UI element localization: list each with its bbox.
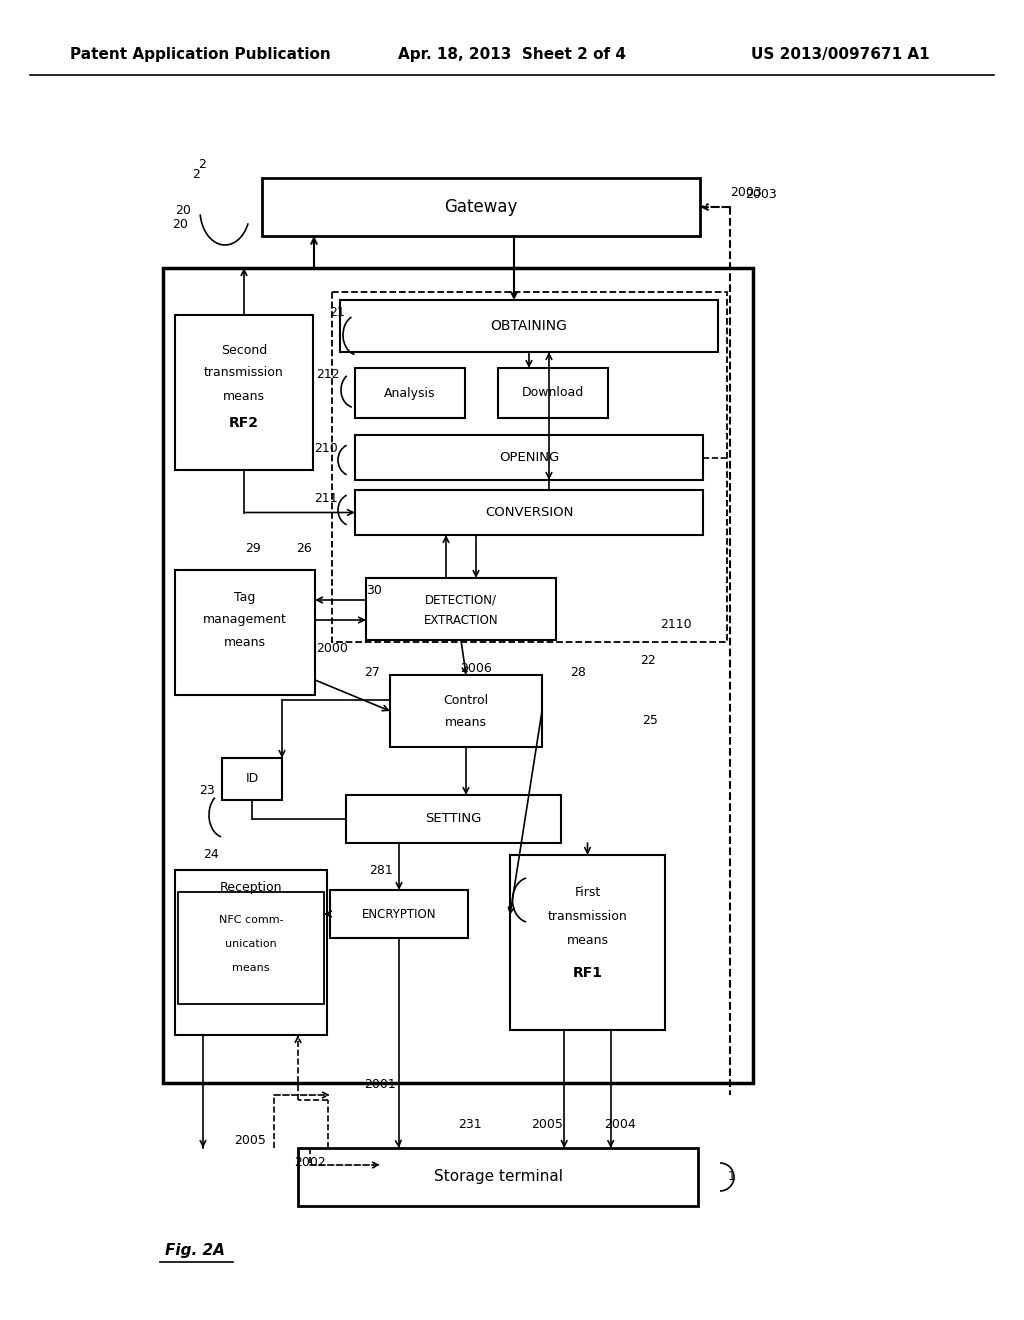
Text: 211: 211: [314, 491, 338, 504]
Text: Patent Application Publication: Patent Application Publication: [70, 48, 331, 62]
Text: 23: 23: [200, 784, 215, 796]
Bar: [163, 268, 753, 1082]
Text: 2: 2: [193, 169, 200, 181]
Bar: [366, 578, 556, 640]
Text: means: means: [232, 964, 269, 973]
Bar: [355, 368, 465, 418]
Text: 2003: 2003: [730, 186, 762, 198]
Text: 2000: 2000: [316, 642, 348, 655]
Text: 29: 29: [245, 541, 261, 554]
Text: Analysis: Analysis: [384, 387, 436, 400]
Text: management: management: [203, 614, 287, 627]
Bar: [175, 570, 315, 696]
Text: 21: 21: [330, 305, 345, 318]
Bar: [390, 675, 542, 747]
Text: 2005: 2005: [234, 1134, 266, 1147]
Text: RF1: RF1: [572, 966, 602, 979]
Text: DETECTION/: DETECTION/: [425, 594, 497, 606]
Text: 28: 28: [570, 665, 586, 678]
Text: Download: Download: [522, 387, 584, 400]
Bar: [355, 490, 703, 535]
Text: RF2: RF2: [229, 416, 259, 430]
Bar: [332, 292, 727, 642]
Text: transmission: transmission: [204, 367, 284, 380]
Text: 210: 210: [314, 441, 338, 454]
Text: transmission: transmission: [548, 911, 628, 924]
Text: SETTING: SETTING: [425, 813, 481, 825]
Text: OPENING: OPENING: [499, 451, 559, 465]
Bar: [346, 795, 561, 843]
Text: means: means: [445, 717, 487, 730]
Text: 25: 25: [642, 714, 657, 726]
Text: 26: 26: [296, 541, 311, 554]
Text: 212: 212: [316, 368, 340, 381]
Text: 2006: 2006: [460, 661, 492, 675]
Text: 2110: 2110: [660, 619, 691, 631]
Bar: [510, 855, 665, 1030]
Text: 281: 281: [370, 863, 393, 876]
Bar: [355, 436, 703, 480]
Text: Storage terminal: Storage terminal: [433, 1170, 562, 1184]
Bar: [175, 315, 313, 470]
Bar: [330, 890, 468, 939]
Text: EXTRACTION: EXTRACTION: [424, 614, 499, 627]
Text: ID: ID: [246, 772, 259, 785]
Text: 2005: 2005: [531, 1118, 563, 1131]
Text: First: First: [574, 887, 601, 899]
Text: 20: 20: [172, 219, 187, 231]
Text: 27: 27: [365, 665, 380, 678]
Bar: [498, 368, 608, 418]
Text: 2004: 2004: [604, 1118, 636, 1131]
Bar: [175, 870, 327, 1035]
Text: 231: 231: [458, 1118, 482, 1131]
Text: means: means: [224, 635, 266, 648]
Text: Gateway: Gateway: [444, 198, 518, 216]
Bar: [178, 892, 324, 1005]
Text: unication: unication: [225, 939, 276, 949]
Bar: [340, 300, 718, 352]
Text: 20: 20: [175, 203, 190, 216]
Text: Second: Second: [221, 343, 267, 356]
Bar: [262, 178, 700, 236]
Text: Control: Control: [443, 693, 488, 706]
Text: 2001: 2001: [365, 1078, 396, 1092]
Text: ENCRYPTION: ENCRYPTION: [361, 908, 436, 920]
Text: means: means: [566, 933, 608, 946]
Text: US 2013/0097671 A1: US 2013/0097671 A1: [751, 48, 930, 62]
Text: OBTAINING: OBTAINING: [490, 319, 567, 333]
Text: Reception: Reception: [220, 882, 283, 895]
Text: NFC comm-: NFC comm-: [219, 915, 284, 925]
Text: 22: 22: [640, 653, 655, 667]
Text: 2: 2: [198, 158, 206, 172]
Text: Apr. 18, 2013  Sheet 2 of 4: Apr. 18, 2013 Sheet 2 of 4: [398, 48, 626, 62]
Bar: [222, 758, 282, 800]
Text: means: means: [223, 389, 265, 403]
Bar: [298, 1148, 698, 1206]
Text: Fig. 2A: Fig. 2A: [165, 1242, 225, 1258]
Text: 2003: 2003: [745, 189, 777, 202]
Text: Tag: Tag: [234, 591, 256, 605]
Text: 30: 30: [367, 583, 382, 597]
Text: CONVERSION: CONVERSION: [484, 506, 573, 519]
Text: 1: 1: [728, 1171, 736, 1184]
Text: 24: 24: [203, 849, 219, 862]
Text: 2002: 2002: [294, 1155, 326, 1168]
